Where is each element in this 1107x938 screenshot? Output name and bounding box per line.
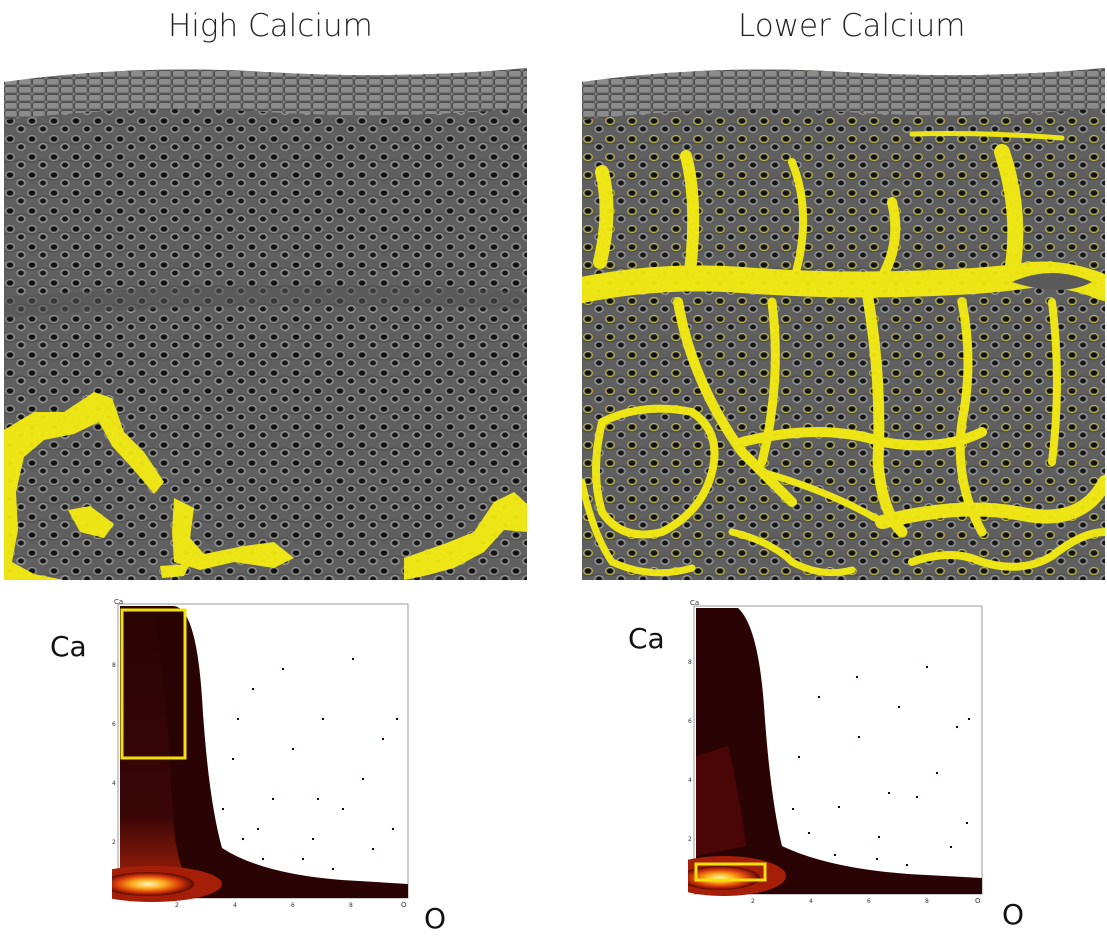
svg-text:2: 2: [751, 898, 755, 905]
svg-text:2: 2: [688, 836, 692, 843]
svg-text:2: 2: [112, 839, 116, 846]
svg-text:2: 2: [175, 902, 179, 909]
svg-text:4: 4: [688, 777, 692, 784]
selection-box-low-ca: [694, 862, 767, 882]
mini-y-label: Ca: [690, 599, 699, 607]
svg-text:6: 6: [291, 902, 295, 909]
x-tick-labels: 2 4 6 8: [751, 898, 929, 905]
panel-title-lower-calcium: Lower Calcium: [738, 8, 966, 44]
svg-text:6: 6: [867, 898, 871, 905]
x-axis-label-lower-calcium: O: [1002, 898, 1025, 931]
scatter-points: [222, 658, 398, 870]
svg-text:6: 6: [112, 721, 116, 728]
svg-text:4: 4: [112, 780, 116, 787]
x-tick-labels: 2 4 6 8: [175, 902, 353, 909]
mini-x-label: O: [975, 897, 981, 905]
svg-text:8: 8: [112, 662, 116, 669]
svg-text:4: 4: [233, 902, 237, 909]
svg-text:8: 8: [349, 902, 353, 909]
x-axis-label-high-calcium: O: [424, 902, 447, 935]
svg-text:8: 8: [688, 659, 692, 666]
selection-box-high-ca: [120, 608, 187, 760]
svg-text:4: 4: [809, 898, 813, 905]
svg-text:6: 6: [688, 718, 692, 725]
micrograph-high-calcium: [4, 62, 527, 580]
mini-x-label: O: [401, 901, 407, 909]
svg-text:8: 8: [925, 898, 929, 905]
panel-title-high-calcium: High Calcium: [168, 8, 373, 44]
y-tick-labels: 2 4 6 8: [112, 662, 116, 846]
micrograph-lower-calcium: [582, 62, 1105, 580]
scatter-points: [792, 666, 970, 866]
y-axis-label-high-calcium: Ca: [50, 630, 87, 663]
y-tick-labels: 2 4 6 8: [688, 659, 692, 843]
y-axis-label-lower-calcium: Ca: [628, 622, 665, 655]
scatter-plot-lower-calcium: Ca O 2 4 6 8 2 4 6 8: [688, 599, 983, 905]
scatter-plot-high-calcium: Ca O 2 4 6 8 2 4 6 8: [112, 598, 409, 909]
mini-y-label: Ca: [114, 598, 123, 606]
